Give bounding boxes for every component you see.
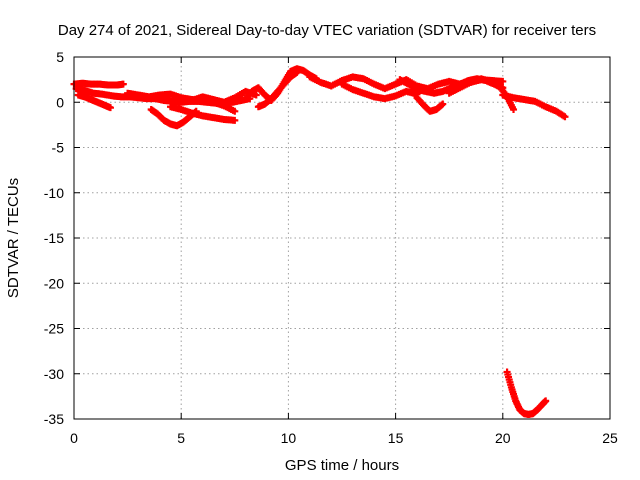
x-tick-label: 15: [388, 430, 404, 446]
data-point: [561, 113, 569, 121]
data-points: [70, 65, 569, 418]
data-point: [231, 107, 239, 115]
y-tick-label: 5: [56, 49, 64, 65]
y-tick-label: -15: [44, 230, 64, 246]
data-point: [510, 105, 518, 113]
data-point: [439, 100, 447, 108]
x-tick-label: 10: [281, 430, 297, 446]
x-tick-label: 25: [602, 430, 618, 446]
y-tick-label: -25: [44, 321, 64, 337]
chart-title: Day 274 of 2021, Sidereal Day-to-day VTE…: [58, 22, 596, 39]
data-point: [231, 116, 239, 124]
data-point: [293, 68, 301, 76]
data-point: [119, 80, 127, 88]
data-point: [499, 77, 507, 85]
x-tick-label: 20: [495, 430, 511, 446]
data-point: [106, 104, 114, 112]
y-tick-label: -20: [44, 275, 64, 291]
y-tick-label: -30: [44, 366, 64, 382]
data-point: [542, 397, 550, 405]
tick-labels: 5 0 -5 -10 -15 -20 -25 -30 -35 0 5 10 15 20 25: [44, 49, 618, 446]
y-tick-label: -10: [44, 185, 64, 201]
plot-frame: [73, 56, 611, 420]
x-tick-label: 5: [177, 430, 185, 446]
y-axis-label: SDTVAR / TECUs: [5, 178, 22, 298]
y-tick-label: -35: [44, 411, 64, 427]
y-tick-label: 0: [56, 94, 64, 110]
x-axis-label: GPS time / hours: [285, 457, 399, 474]
x-tick-label: 0: [70, 430, 78, 446]
y-tick-label: -5: [52, 140, 65, 156]
